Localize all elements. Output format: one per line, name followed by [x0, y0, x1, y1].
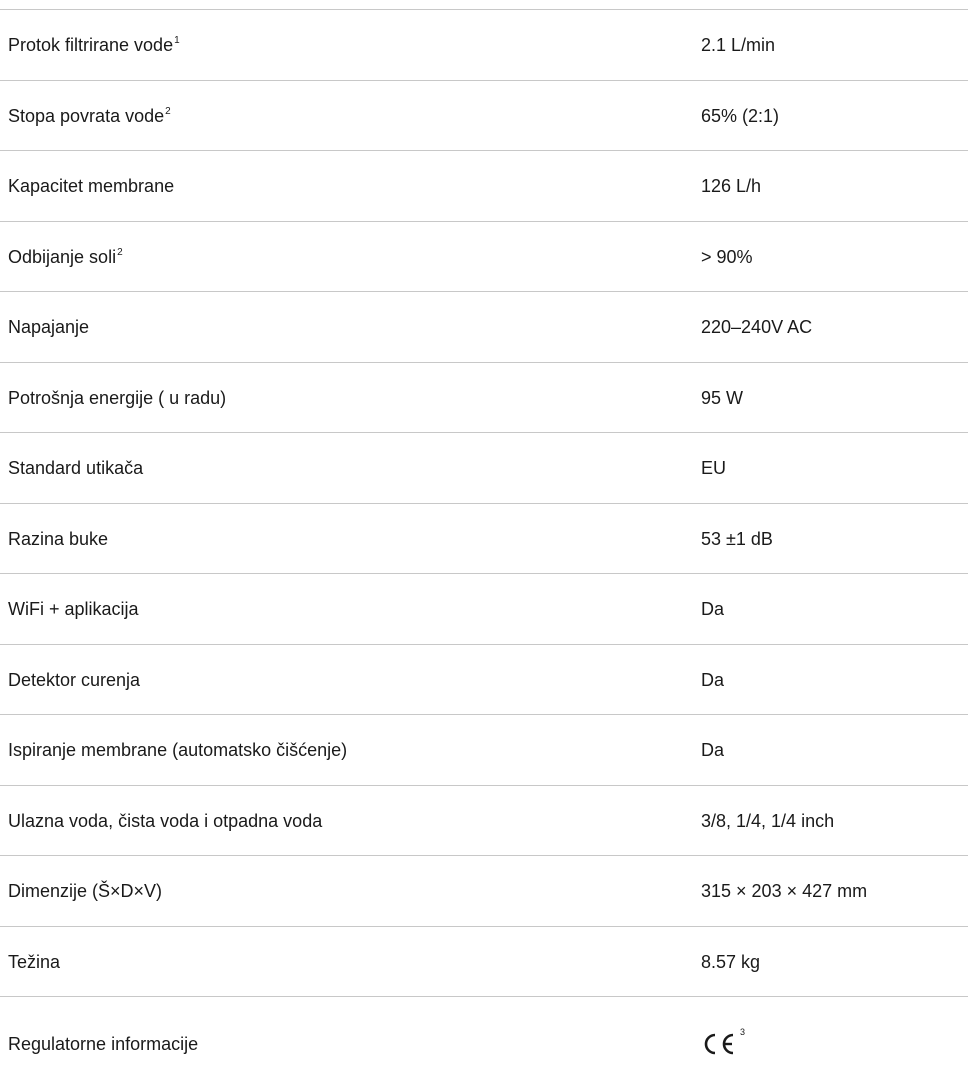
spec-label: Težina	[8, 951, 61, 972]
spec-row-power-consumption: Potrošnja energije ( u radu) 95 W	[0, 363, 968, 433]
spec-label: Dimenzije (Š×D×V)	[8, 881, 163, 901]
ce-mark-icon: 3	[701, 1009, 745, 1079]
spec-label: Detektor curenja	[8, 669, 141, 690]
spec-label: Odbijanje soli2	[8, 246, 123, 267]
spec-value: 126 L/h	[701, 176, 762, 196]
footnote-marker: 3	[740, 1027, 746, 1037]
spec-value: > 90%	[701, 246, 753, 267]
spec-table: Protok filtrirane vode1 2.1 L/min Stopa …	[0, 9, 968, 1077]
spec-value: 65% (2:1)	[701, 105, 780, 126]
spec-row-regulatory: Regulatorne informacije 3	[0, 997, 968, 1077]
spec-label: Ulazna voda, čista voda i otpadna voda	[8, 810, 323, 831]
spec-value: Da	[701, 669, 725, 690]
spec-label: Potrošnja energije ( u radu)	[8, 387, 227, 408]
spec-label: Napajanje	[8, 317, 90, 337]
spec-row-plug-standard: Standard utikača EU	[0, 433, 968, 504]
spec-label: WiFi + aplikacija	[8, 599, 139, 619]
spec-value: 3	[701, 1009, 745, 1079]
spec-value: 315 × 203 × 427 mm	[701, 881, 868, 901]
spec-row-membrane-flushing: Ispiranje membrane (automatsko čišćenje)…	[0, 715, 968, 786]
footnote-marker: 1	[174, 35, 180, 46]
spec-row-water-recovery-rate: Stopa povrata vode2 65% (2:1)	[0, 81, 968, 151]
spec-value: 8.57 kg	[701, 951, 761, 972]
spec-value: 95 W	[701, 387, 744, 408]
spec-row-wifi-app: WiFi + aplikacija Da	[0, 574, 968, 645]
spec-row-membrane-capacity: Kapacitet membrane 126 L/h	[0, 151, 968, 222]
spec-label: Protok filtrirane vode1	[8, 35, 180, 55]
spec-value: 3/8, 1/4, 1/4 inch	[701, 810, 835, 831]
spec-value: Da	[701, 740, 725, 760]
spec-value: 220–240V AC	[701, 317, 813, 337]
spec-label: Stopa povrata vode2	[8, 105, 171, 126]
spec-value: 53 ±1 dB	[701, 528, 773, 549]
spec-row-leak-detector: Detektor curenja Da	[0, 645, 968, 715]
spec-label: Ispiranje membrane (automatsko čišćenje)	[8, 740, 348, 760]
spec-row-weight: Težina 8.57 kg	[0, 927, 968, 997]
spec-row-power-supply: Napajanje 220–240V AC	[0, 292, 968, 363]
spec-row-filtered-water-flow: Protok filtrirane vode1 2.1 L/min	[0, 10, 968, 81]
spec-value: Da	[701, 599, 725, 619]
spec-row-salt-rejection: Odbijanje soli2 > 90%	[0, 222, 968, 292]
spec-label: Razina buke	[8, 528, 109, 549]
spec-row-water-connections: Ulazna voda, čista voda i otpadna voda 3…	[0, 786, 968, 856]
footnote-marker: 2	[165, 105, 171, 117]
spec-label: Kapacitet membrane	[8, 176, 175, 196]
spec-value: EU	[701, 458, 727, 478]
spec-row-noise-level: Razina buke 53 ±1 dB	[0, 504, 968, 574]
spec-value: 2.1 L/min	[701, 35, 776, 55]
spec-row-dimensions: Dimenzije (Š×D×V) 315 × 203 × 427 mm	[0, 856, 968, 927]
footnote-marker: 2	[117, 246, 123, 258]
spec-label: Regulatorne informacije	[8, 1034, 199, 1054]
spec-label: Standard utikača	[8, 458, 144, 478]
